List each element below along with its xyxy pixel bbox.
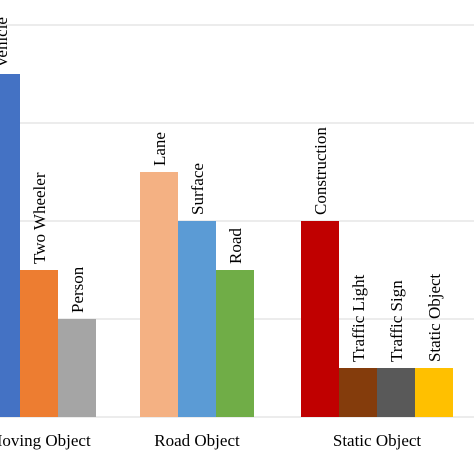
bar [20, 270, 58, 417]
bar-label: Construction [311, 127, 330, 215]
bar-label: Static Object [425, 273, 444, 362]
bar-label: Surface [188, 163, 207, 215]
bar-label: Two Wheeler [30, 172, 49, 264]
bar-label: Traffic Sign [387, 280, 406, 362]
bar-label: Person [68, 266, 87, 313]
bar [301, 221, 339, 417]
bar-label: Road [226, 228, 245, 264]
bar-label: Vehicle [0, 17, 11, 68]
bar [216, 270, 254, 417]
bar-label: Traffic Light [349, 274, 368, 362]
bar [415, 368, 453, 417]
bar [339, 368, 377, 417]
x-tick-label: Road Object [154, 431, 240, 450]
bar [58, 319, 96, 417]
bar [0, 74, 20, 417]
bar [178, 221, 216, 417]
x-tick-label: Static Object [333, 431, 422, 450]
bar [377, 368, 415, 417]
bar-label: Lane [150, 132, 169, 166]
x-tick-label: Moving Object [0, 431, 91, 450]
bar [140, 172, 178, 417]
